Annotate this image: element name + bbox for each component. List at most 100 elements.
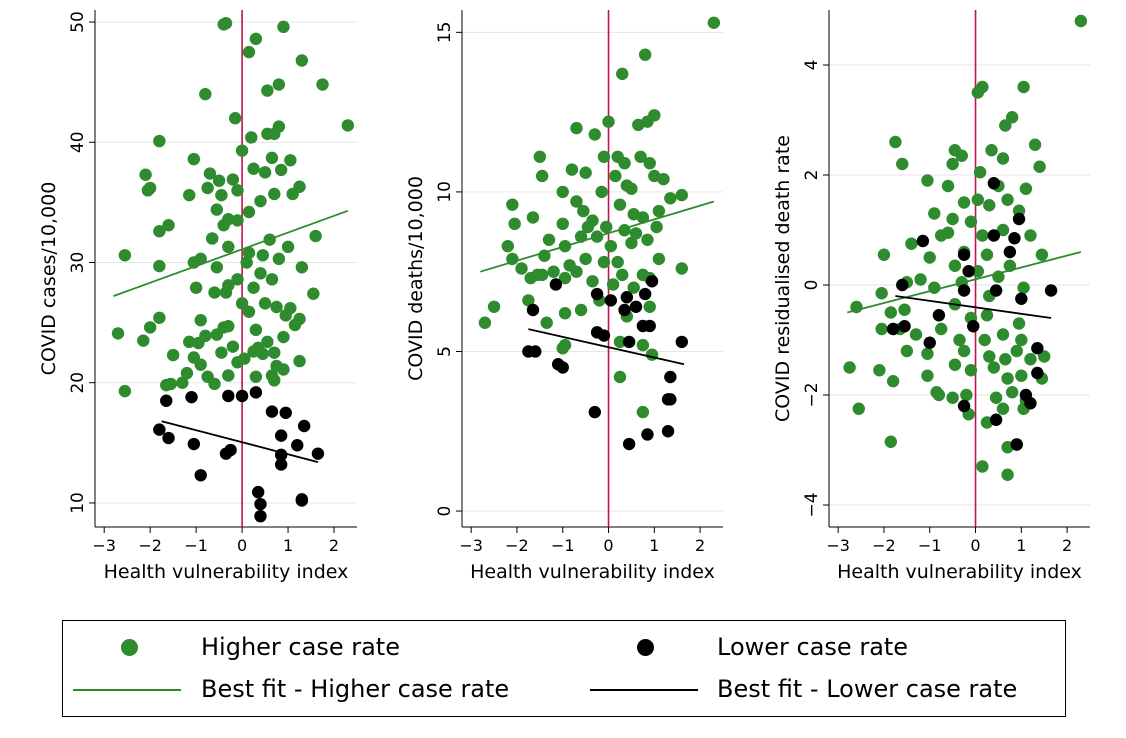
lower-data-point bbox=[222, 389, 235, 403]
lower-data-point bbox=[1008, 232, 1021, 245]
higher-data-point bbox=[1024, 229, 1037, 242]
higher-data-point bbox=[570, 121, 583, 135]
higher-data-point bbox=[235, 144, 249, 157]
higher-data-point bbox=[983, 350, 996, 363]
legend-green-line-icon bbox=[73, 689, 181, 691]
higher-data-point bbox=[570, 195, 583, 208]
higher-data-point bbox=[616, 67, 629, 81]
x-tick-label: 2 bbox=[695, 536, 705, 555]
higher-data-point bbox=[999, 119, 1012, 132]
x-tick-label: 2 bbox=[1062, 536, 1072, 555]
higher-data-point bbox=[341, 119, 355, 132]
higher-data-point bbox=[636, 211, 650, 224]
chart-panel-1: 10 20 30 40 50 −3 −2 −1 0 1 2 Health vulnerability … bbox=[38, 10, 357, 583]
higher-data-point bbox=[210, 328, 224, 341]
lower-data-point bbox=[957, 248, 971, 261]
lower-data-point bbox=[311, 447, 325, 460]
lower-data-point bbox=[556, 361, 569, 374]
higher-data-point bbox=[247, 281, 260, 294]
lower-data-point bbox=[923, 336, 936, 349]
higher-data-point bbox=[180, 366, 194, 380]
lower-data-point bbox=[604, 294, 618, 307]
lower-data-point bbox=[620, 291, 634, 304]
higher-data-point bbox=[558, 271, 572, 285]
higher-data-point bbox=[577, 204, 590, 218]
x-tick-label: 1 bbox=[283, 536, 293, 555]
higher-data-point bbox=[272, 252, 286, 266]
higher-data-point bbox=[208, 377, 221, 391]
higher-data-point bbox=[1012, 317, 1026, 330]
lower-data-point bbox=[249, 386, 263, 399]
legend-label-higher-fit: Best fit - Higher case rate bbox=[201, 675, 510, 703]
higher-data-point bbox=[183, 335, 196, 349]
higher-data-point bbox=[222, 320, 235, 333]
higher-data-point bbox=[293, 354, 306, 368]
higher-data-point bbox=[217, 219, 230, 232]
lower-best-fit-line bbox=[161, 420, 319, 463]
higher-data-point bbox=[921, 347, 934, 360]
higher-data-point bbox=[1005, 111, 1019, 124]
higher-data-point bbox=[976, 460, 989, 473]
lower-data-point bbox=[641, 428, 654, 441]
higher-data-point bbox=[153, 259, 166, 273]
higher-data-point bbox=[201, 181, 214, 195]
legend-label-lower-points: Lower case rate bbox=[717, 633, 909, 661]
higher-data-point bbox=[277, 330, 290, 344]
higher-data-point bbox=[478, 316, 492, 329]
higher-data-point bbox=[964, 364, 978, 377]
lower-data-point bbox=[274, 429, 288, 442]
lower-data-point bbox=[160, 394, 173, 407]
higher-data-point bbox=[595, 185, 608, 199]
higher-data-point bbox=[501, 239, 514, 253]
higher-data-point bbox=[565, 163, 579, 176]
y-tick-label: 2 bbox=[802, 170, 822, 181]
higher-data-point bbox=[905, 237, 918, 250]
higher-data-point bbox=[231, 273, 244, 286]
y-tick-label: 20 bbox=[68, 372, 88, 394]
higher-data-point bbox=[634, 150, 647, 164]
lower-data-point bbox=[916, 234, 930, 248]
higher-data-point bbox=[215, 188, 228, 202]
lower-data-point bbox=[597, 329, 611, 342]
lower-data-point bbox=[957, 399, 971, 413]
higher-data-point bbox=[606, 278, 620, 291]
higher-data-point bbox=[166, 348, 180, 362]
higher-data-point bbox=[187, 152, 201, 166]
lower-data-point bbox=[664, 370, 677, 384]
higher-data-point bbox=[219, 17, 233, 30]
higher-data-point bbox=[896, 157, 909, 171]
higher-data-point bbox=[284, 154, 297, 167]
higher-data-point bbox=[889, 135, 902, 149]
x-tick-label: 0 bbox=[603, 536, 613, 555]
lower-data-point bbox=[886, 322, 900, 336]
higher-data-point bbox=[515, 262, 528, 275]
higher-data-point bbox=[588, 128, 601, 141]
lower-data-point bbox=[590, 287, 604, 301]
lower-data-point bbox=[526, 303, 540, 317]
higher-data-point bbox=[256, 249, 269, 262]
lower-data-point bbox=[185, 390, 198, 404]
x-tick-label: 0 bbox=[237, 536, 247, 555]
higher-data-point bbox=[875, 322, 888, 336]
lower-data-point bbox=[529, 345, 542, 358]
higher-data-point bbox=[613, 370, 627, 384]
higher-data-point bbox=[307, 287, 320, 300]
higher-data-point bbox=[618, 156, 631, 170]
x-tick-label: −1 bbox=[551, 536, 575, 555]
higher-data-point bbox=[1001, 468, 1014, 481]
higher-data-point bbox=[957, 196, 971, 209]
y-tick-label: 0 bbox=[435, 506, 455, 517]
lower-data-point bbox=[629, 300, 643, 313]
higher-data-point bbox=[877, 248, 891, 261]
higher-data-point bbox=[249, 370, 263, 383]
higher-data-point bbox=[957, 344, 971, 358]
lower-data-point bbox=[638, 287, 652, 301]
higher-data-point bbox=[176, 376, 189, 389]
higher-data-point bbox=[852, 402, 865, 415]
higher-data-point bbox=[153, 311, 166, 324]
higher-data-point bbox=[295, 261, 309, 274]
higher-data-point bbox=[194, 252, 207, 266]
higher-data-point bbox=[215, 346, 228, 359]
higher-data-point bbox=[574, 303, 588, 317]
higher-data-point bbox=[971, 265, 985, 278]
